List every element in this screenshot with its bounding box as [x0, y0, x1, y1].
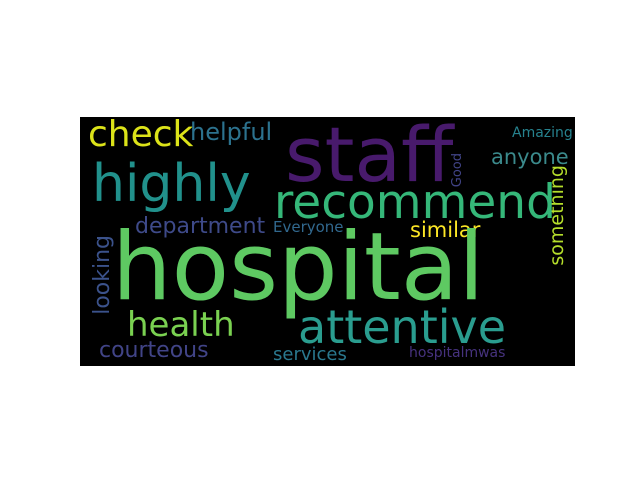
word-recommend: recommend	[274, 175, 556, 230]
word-everyone: Everyone	[273, 218, 344, 236]
word-hospitalmwas: hospitalmwas	[409, 345, 506, 361]
word-staff: staff	[285, 117, 454, 199]
word-anyone: anyone	[491, 145, 569, 169]
word-highly: highly	[92, 154, 251, 214]
word-courteous: courteous	[99, 338, 209, 363]
word-amazing: Amazing	[512, 125, 573, 141]
word-helpful: helpful	[190, 118, 273, 146]
word-looking: looking	[90, 235, 115, 315]
word-attentive: attentive	[298, 300, 507, 354]
word-hospital: hospital	[112, 213, 485, 322]
word-department: department	[135, 214, 266, 239]
word-cloud: staff check helpful Amazing anyone Good …	[80, 117, 575, 366]
word-similar: similar	[410, 218, 481, 242]
word-health: health	[127, 305, 235, 345]
word-services: services	[273, 344, 347, 365]
word-check: check	[88, 117, 194, 155]
